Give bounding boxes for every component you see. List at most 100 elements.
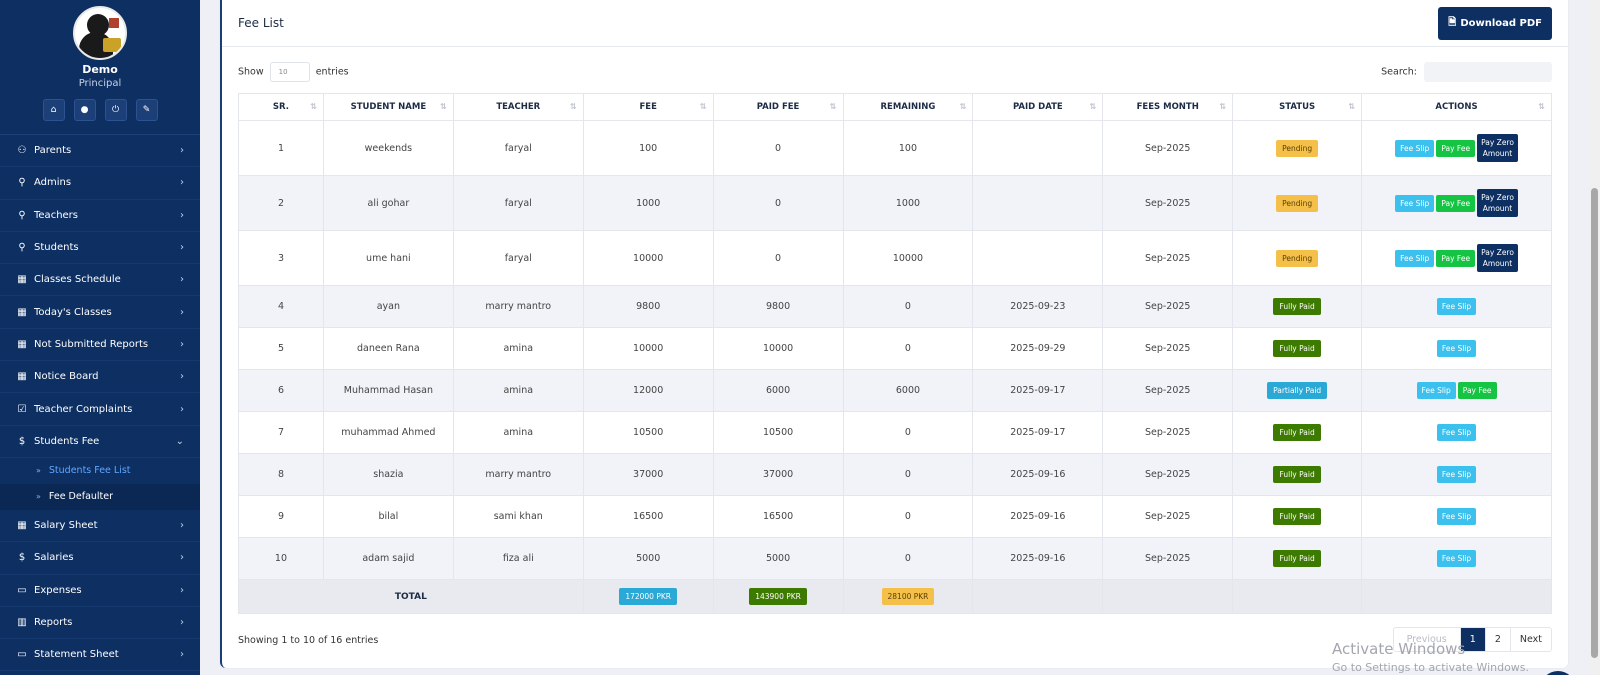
previous-page-button[interactable]: Previous [1394,628,1461,651]
chat-bubble-icon[interactable] [1540,671,1576,675]
fees-month-cell: Sep-2025 [1102,285,1234,328]
status-badge: Fully Paid [1273,466,1321,483]
fee-slip-button[interactable]: Fee Slip [1436,508,1477,525]
total-remaining-cell: 28100 PKR [842,579,974,614]
pay-fee-button[interactable]: Pay Fee [1436,249,1476,267]
table-row: 9 bilal sami khan 16500 16500 0 2025-09-16 Sep-… [238,495,1552,538]
sidebar-item-students-fee[interactable]: $ Students Fee ⌄ [0,426,200,458]
pay-zero-amount-button[interactable]: Pay Zero Amount [1477,244,1518,272]
paid-fee-cell: 9800 [712,285,844,328]
status-cell: Fully Paid [1232,537,1363,580]
pay-zero-line2: Amount [1482,204,1513,213]
fee-slip-button[interactable]: Fee Slip [1395,194,1435,212]
sr-cell: 2 [238,175,324,231]
sidebar-item-classes-schedule[interactable]: ▦ Classes Schedule › [0,264,200,297]
actions-cell: Fee Slip Pay Fee Pay Zero Amount [1361,120,1552,176]
fee-slip-button[interactable]: Fee Slip [1436,340,1477,357]
paid-date-cell: 2025-09-16 [972,453,1104,496]
column-header[interactable]: FEE ⇅ [582,93,714,121]
next-page-button[interactable]: Next [1519,634,1542,645]
student-name-cell: ayan [322,285,454,328]
money-icon: ▭ [17,584,27,596]
status-cell: Fully Paid [1232,285,1363,328]
column-header[interactable]: SR. ⇅ [238,93,324,121]
status-badge: Pending [1276,249,1319,267]
page-scrollbar[interactable] [1589,0,1600,675]
sidebar-item-today-s-classes[interactable]: ▦ Today's Classes › [0,296,200,329]
download-pdf-button[interactable]: 🗎 Download PDF [1438,6,1552,40]
sidebar-item-students[interactable]: ⚲ Students › [0,232,200,265]
column-header[interactable]: FEES MONTH ⇅ [1102,93,1234,121]
sidebar-item-teachers[interactable]: ⚲ Teachers › [0,200,200,232]
pay-zero-line1: Pay Zero [1481,193,1514,202]
sidebar-item-salaries[interactable]: $ Salaries › [0,542,200,575]
page-2-button[interactable]: 2 [1486,628,1511,651]
column-header[interactable]: PAID DATE ⇅ [972,93,1104,121]
entries-select[interactable]: 10 [269,62,310,82]
sidebar-item-notice-board[interactable]: ▦ Notice Board › [0,361,200,394]
column-header-label: SR. [272,102,289,112]
sidebar-item-salary-sheet[interactable]: ▦ Salary Sheet › [0,510,200,543]
column-header[interactable]: TEACHER ⇅ [452,93,584,121]
column-header[interactable]: PAID FEE ⇅ [712,93,844,121]
table-toolbar: Show 10 entries Search: [222,47,1568,83]
sidebar-item-label: Statement Sheet [34,649,119,661]
search-input[interactable] [1424,62,1552,82]
page-1-button[interactable]: 1 [1460,628,1486,651]
teacher-cell: amina [452,411,584,454]
watermark-subtitle: Go to Settings to activate Windows. [1332,661,1530,674]
sidebar-subitem-fee-defaulter[interactable]: » Fee Defaulter [0,483,200,510]
column-header[interactable]: STUDENT NAME ⇅ [322,93,454,121]
fee-list-card: Fee List 🗎 Download PDF Show 10 entries … [220,0,1568,668]
fee-cell: 10000 [582,230,714,286]
sidebar-subitem-students-fee-list[interactable]: » Students Fee List [0,458,200,484]
pay-fee-button[interactable]: Pay Fee [1457,382,1497,399]
column-header[interactable]: STATUS ⇅ [1232,93,1363,121]
profile-role: Principal [78,78,122,89]
status-badge: Fully Paid [1273,508,1321,525]
fee-slip-button[interactable]: Fee Slip [1395,249,1435,267]
remaining-cell: 10000 [842,230,974,286]
sidebar-item-parents[interactable]: ⚇ Parents › [0,135,200,168]
pay-fee-button[interactable]: Pay Fee [1436,194,1476,212]
user-icon[interactable]: ● [73,99,96,121]
sort-icon: ⇅ [699,102,707,111]
fee-slip-button[interactable]: Fee Slip [1416,382,1456,399]
pay-zero-amount-button[interactable]: Pay Zero Amount [1477,189,1518,217]
sidebar-item-label: Parents [34,145,72,157]
column-header[interactable]: REMAINING ⇅ [842,93,974,121]
page-title: Fee List [238,16,284,30]
sidebar-item-label: Reports [34,617,73,628]
fee-slip-button[interactable]: Fee Slip [1436,424,1477,441]
calendar-icon: ▦ [17,371,27,383]
avatar[interactable] [73,6,127,60]
scroll-thumb[interactable] [1591,188,1598,658]
pay-zero-line1: Pay Zero [1481,248,1514,257]
column-header[interactable]: ACTIONS ⇅ [1361,93,1552,121]
pay-zero-amount-button[interactable]: Pay Zero Amount [1477,134,1518,162]
sort-icon: ⇅ [570,102,577,111]
pay-fee-button[interactable]: Pay Fee [1436,139,1476,157]
fee-slip-button[interactable]: Fee Slip [1436,550,1477,567]
fee-cell: 10500 [582,411,714,454]
sort-icon: ⇅ [959,102,967,111]
chevron-right-icon: › [180,306,184,318]
edit-icon[interactable]: ✎ [135,99,158,121]
fee-slip-button[interactable]: Fee Slip [1395,139,1435,157]
home-icon[interactable]: ⌂ [42,99,65,121]
actions-cell: Fee Slip [1361,537,1552,580]
teacher-cell: faryal [452,175,584,231]
paid-fee-cell: 16500 [712,495,844,538]
fee-slip-button[interactable]: Fee Slip [1436,466,1477,483]
fees-month-cell: Sep-2025 [1102,369,1234,412]
fee-slip-button[interactable]: Fee Slip [1436,298,1477,315]
entries-control: Show 10 entries [238,62,349,82]
sidebar-item-statement-sheet[interactable]: ▭ Statement Sheet › [0,639,200,672]
sidebar-item-admins[interactable]: ⚲ Admins › [0,167,200,200]
sidebar-item-reports[interactable]: ▥ Reports › [0,607,200,640]
chevron-down-icon: ⌄ [175,435,184,447]
power-icon[interactable]: ⏻ [104,99,127,121]
sidebar-item-not-submitted-reports[interactable]: ▦ Not Submitted Reports › [0,329,200,362]
sidebar-item-teacher-complaints[interactable]: ☑ Teacher Complaints › [0,393,200,426]
sidebar-item-expenses[interactable]: ▭ Expenses › [0,575,200,607]
